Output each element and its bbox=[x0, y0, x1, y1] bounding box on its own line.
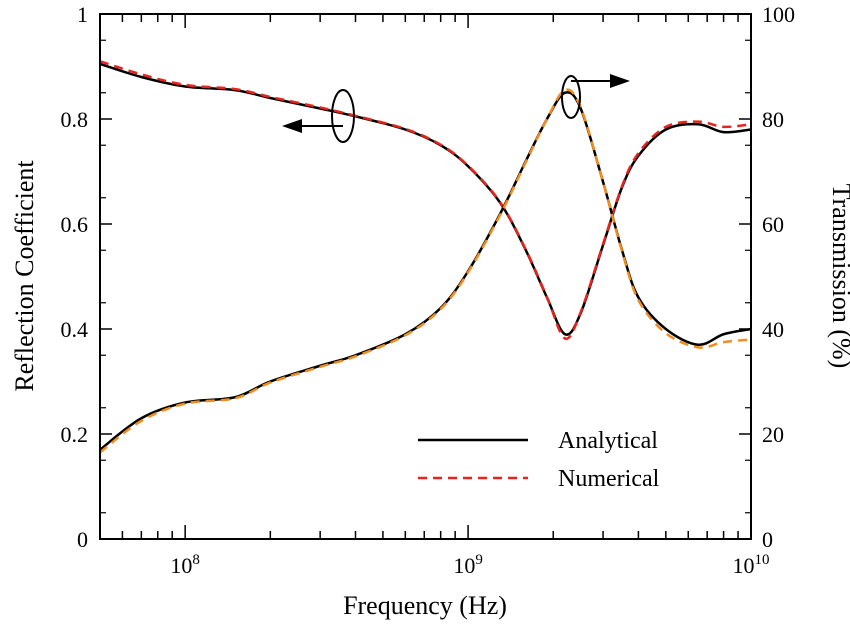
x-axis-title: Frequency (Hz) bbox=[343, 591, 507, 620]
y-left-tick-label: 0.8 bbox=[61, 107, 89, 132]
tick-marks bbox=[99, 13, 752, 540]
y-right-tick-label: 80 bbox=[762, 107, 784, 132]
y-right-tick-label: 60 bbox=[762, 212, 784, 237]
y-right-tick-label: 40 bbox=[762, 317, 784, 342]
right-axis-title: Transmission (%) bbox=[827, 184, 850, 369]
series-layer bbox=[99, 60, 752, 454]
x-tick-label: 109 bbox=[453, 552, 483, 578]
legend-label-analytical: Analytical bbox=[558, 428, 658, 454]
transmission-axis-annotation bbox=[561, 74, 630, 119]
right-arrow-icon bbox=[610, 74, 630, 88]
y-left-tick-label: 1 bbox=[77, 2, 88, 27]
transmission-analytical-line bbox=[99, 91, 752, 451]
y-left-tick-label: 0 bbox=[77, 527, 88, 552]
left-axis-title: Reflection Coefficient bbox=[10, 160, 39, 392]
reflection-curve-marker bbox=[331, 89, 355, 143]
plot-frame bbox=[99, 13, 752, 540]
reflection-numerical-line bbox=[99, 60, 752, 340]
left-arrow-icon bbox=[282, 119, 302, 133]
y-left-tick-label: 0.2 bbox=[61, 422, 89, 447]
y-left-tick-label: 0.4 bbox=[61, 317, 89, 342]
transmission-numerical-line bbox=[99, 88, 752, 454]
legend: Analytical Numerical bbox=[418, 428, 660, 492]
y-right-tick-label: 0 bbox=[762, 527, 773, 552]
reflection-axis-annotation bbox=[282, 89, 355, 143]
reflection-analytical-line bbox=[99, 62, 752, 336]
transmission-curve-marker bbox=[561, 75, 581, 119]
legend-label-numerical: Numerical bbox=[558, 466, 660, 492]
x-tick-label: 108 bbox=[170, 552, 200, 578]
y-left-tick-label: 0.6 bbox=[61, 212, 89, 237]
x-tick-label: 1010 bbox=[733, 552, 770, 578]
y-right-tick-label: 20 bbox=[762, 422, 784, 447]
y-right-tick-label: 100 bbox=[762, 2, 795, 27]
